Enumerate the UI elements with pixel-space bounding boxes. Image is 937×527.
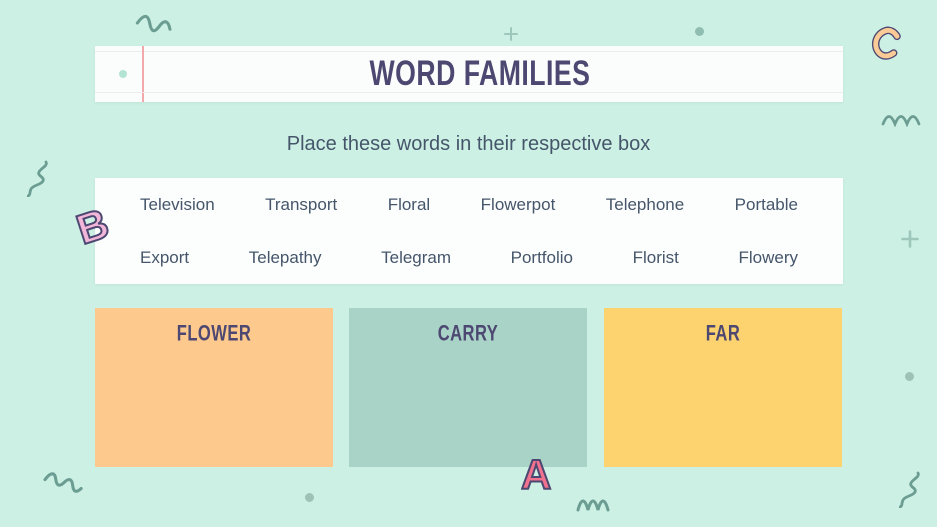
svg-text:B: B — [71, 199, 114, 253]
svg-text:A: A — [521, 453, 551, 497]
